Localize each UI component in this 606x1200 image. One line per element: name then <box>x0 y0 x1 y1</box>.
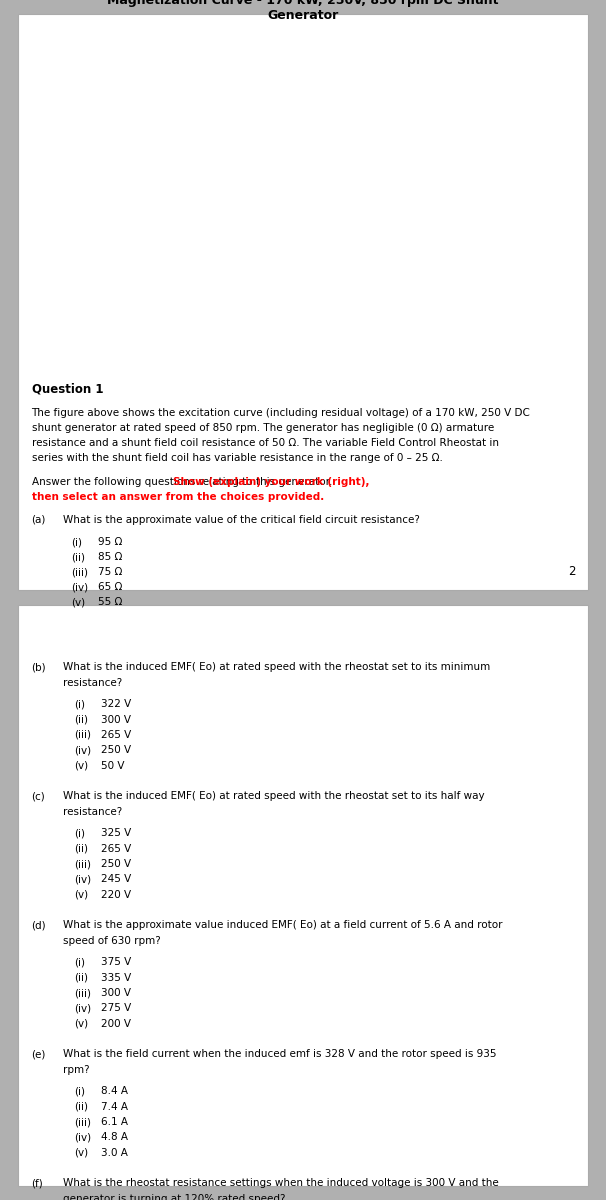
Text: (v): (v) <box>74 1019 88 1028</box>
Text: 6.1 A: 6.1 A <box>101 1117 128 1127</box>
Text: The figure above shows the excitation curve (including residual voltage) of a 17: The figure above shows the excitation cu… <box>32 408 530 419</box>
Text: 335 V: 335 V <box>101 973 132 983</box>
Text: (ii): (ii) <box>74 973 88 983</box>
Text: 250 V: 250 V <box>101 859 132 869</box>
Text: What is the induced EMF( Eo) at rated speed with the rheostat set to its half wa: What is the induced EMF( Eo) at rated sp… <box>63 792 485 802</box>
Text: (ii): (ii) <box>74 715 88 725</box>
Text: (ii): (ii) <box>74 844 88 853</box>
Text: 322 V: 322 V <box>101 700 132 709</box>
Text: (i): (i) <box>74 1086 85 1097</box>
Text: (iv): (iv) <box>74 875 91 884</box>
Text: 65 Ω: 65 Ω <box>98 582 122 593</box>
Text: (iii): (iii) <box>74 859 91 869</box>
Text: (ii): (ii) <box>71 552 85 563</box>
Text: rpm?: rpm? <box>63 1064 90 1075</box>
Text: (iv): (iv) <box>74 1133 91 1142</box>
Text: (ii): (ii) <box>74 1102 88 1111</box>
Text: Answer the following questions relating to this generator.: Answer the following questions relating … <box>32 478 335 487</box>
Text: 325 V: 325 V <box>101 828 132 839</box>
Text: (iii): (iii) <box>74 988 91 998</box>
Text: speed of 630 rpm?: speed of 630 rpm? <box>63 936 161 946</box>
Text: 3.0 A: 3.0 A <box>101 1147 128 1158</box>
Text: 200 V: 200 V <box>101 1019 132 1028</box>
Text: Magnetization Curve - 170 kW, 250V, 850 rpm DC Shunt: Magnetization Curve - 170 kW, 250V, 850 … <box>107 0 499 7</box>
Text: (i): (i) <box>71 538 82 547</box>
Y-axis label: Induced emf - Eo (V): Induced emf - Eo (V) <box>27 134 37 256</box>
Text: series with the shunt field coil has variable resistance in the range of 0 – 25 : series with the shunt field coil has var… <box>32 454 442 463</box>
Text: 85 Ω: 85 Ω <box>98 552 122 563</box>
Text: shunt generator at rated speed of 850 rpm. The generator has negligible (0 Ω) ar: shunt generator at rated speed of 850 rp… <box>32 424 494 433</box>
Text: 245 V: 245 V <box>101 875 132 884</box>
Text: then select an answer from the choices provided.: then select an answer from the choices p… <box>32 492 324 503</box>
Text: 250 V: 250 V <box>101 745 132 755</box>
Text: (i): (i) <box>74 700 85 709</box>
Text: (f): (f) <box>32 1178 43 1188</box>
Text: resistance?: resistance? <box>63 806 122 817</box>
X-axis label: Field Current (A): Field Current (A) <box>267 380 378 394</box>
Text: 2: 2 <box>568 565 576 578</box>
Text: 300 V: 300 V <box>101 715 132 725</box>
Text: (v): (v) <box>74 889 88 900</box>
Text: (i): (i) <box>74 958 85 967</box>
Text: (iv): (iv) <box>71 582 88 593</box>
Text: (a): (a) <box>32 515 46 524</box>
Text: 265 V: 265 V <box>101 730 132 740</box>
Text: 4.8 A: 4.8 A <box>101 1133 128 1142</box>
Text: (v): (v) <box>74 761 88 770</box>
Text: 265 V: 265 V <box>101 844 132 853</box>
Text: 95 Ω: 95 Ω <box>98 538 122 547</box>
Text: 220 V: 220 V <box>101 889 132 900</box>
Text: resistance?: resistance? <box>63 678 122 688</box>
Text: resistance and a shunt field coil resistance of 50 Ω. The variable Field Control: resistance and a shunt field coil resist… <box>32 438 499 449</box>
Text: 8.4 A: 8.4 A <box>101 1086 128 1097</box>
Text: (iii): (iii) <box>74 730 91 740</box>
Text: 75 Ω: 75 Ω <box>98 568 122 577</box>
Text: What is the rheostat resistance settings when the induced voltage is 300 V and t: What is the rheostat resistance settings… <box>63 1178 499 1188</box>
Text: 7.4 A: 7.4 A <box>101 1102 128 1111</box>
Text: 50 V: 50 V <box>101 761 125 770</box>
Text: (b): (b) <box>32 662 46 672</box>
Text: (v): (v) <box>71 598 85 607</box>
Text: 275 V: 275 V <box>101 1003 132 1013</box>
Text: (e): (e) <box>32 1050 46 1060</box>
Text: 375 V: 375 V <box>101 958 132 967</box>
Text: What is the field current when the induced emf is 328 V and the rotor speed is 9: What is the field current when the induc… <box>63 1050 496 1060</box>
Text: (d): (d) <box>32 920 46 930</box>
Text: What is the approximate value of the critical field circuit resistance?: What is the approximate value of the cri… <box>63 515 420 524</box>
Text: What is the induced EMF( Eo) at rated speed with the rheostat set to its minimum: What is the induced EMF( Eo) at rated sp… <box>63 662 490 672</box>
Text: 55 Ω: 55 Ω <box>98 598 122 607</box>
Text: What is the approximate value induced EMF( Eo) at a field current of 5.6 A and r: What is the approximate value induced EM… <box>63 920 502 930</box>
Text: generator is turning at 120% rated speed?: generator is turning at 120% rated speed… <box>63 1194 285 1200</box>
Text: (iv): (iv) <box>74 1003 91 1013</box>
Text: (c): (c) <box>32 792 45 802</box>
Text: Question 1: Question 1 <box>32 383 103 396</box>
Text: (iii): (iii) <box>71 568 88 577</box>
Text: (iii): (iii) <box>74 1117 91 1127</box>
Text: (i): (i) <box>74 828 85 839</box>
Text: Generator: Generator <box>267 8 339 22</box>
Text: (v): (v) <box>74 1147 88 1158</box>
Text: 300 V: 300 V <box>101 988 132 998</box>
Text: Show (explain) your work (right),: Show (explain) your work (right), <box>173 478 369 487</box>
Text: (iv): (iv) <box>74 745 91 755</box>
